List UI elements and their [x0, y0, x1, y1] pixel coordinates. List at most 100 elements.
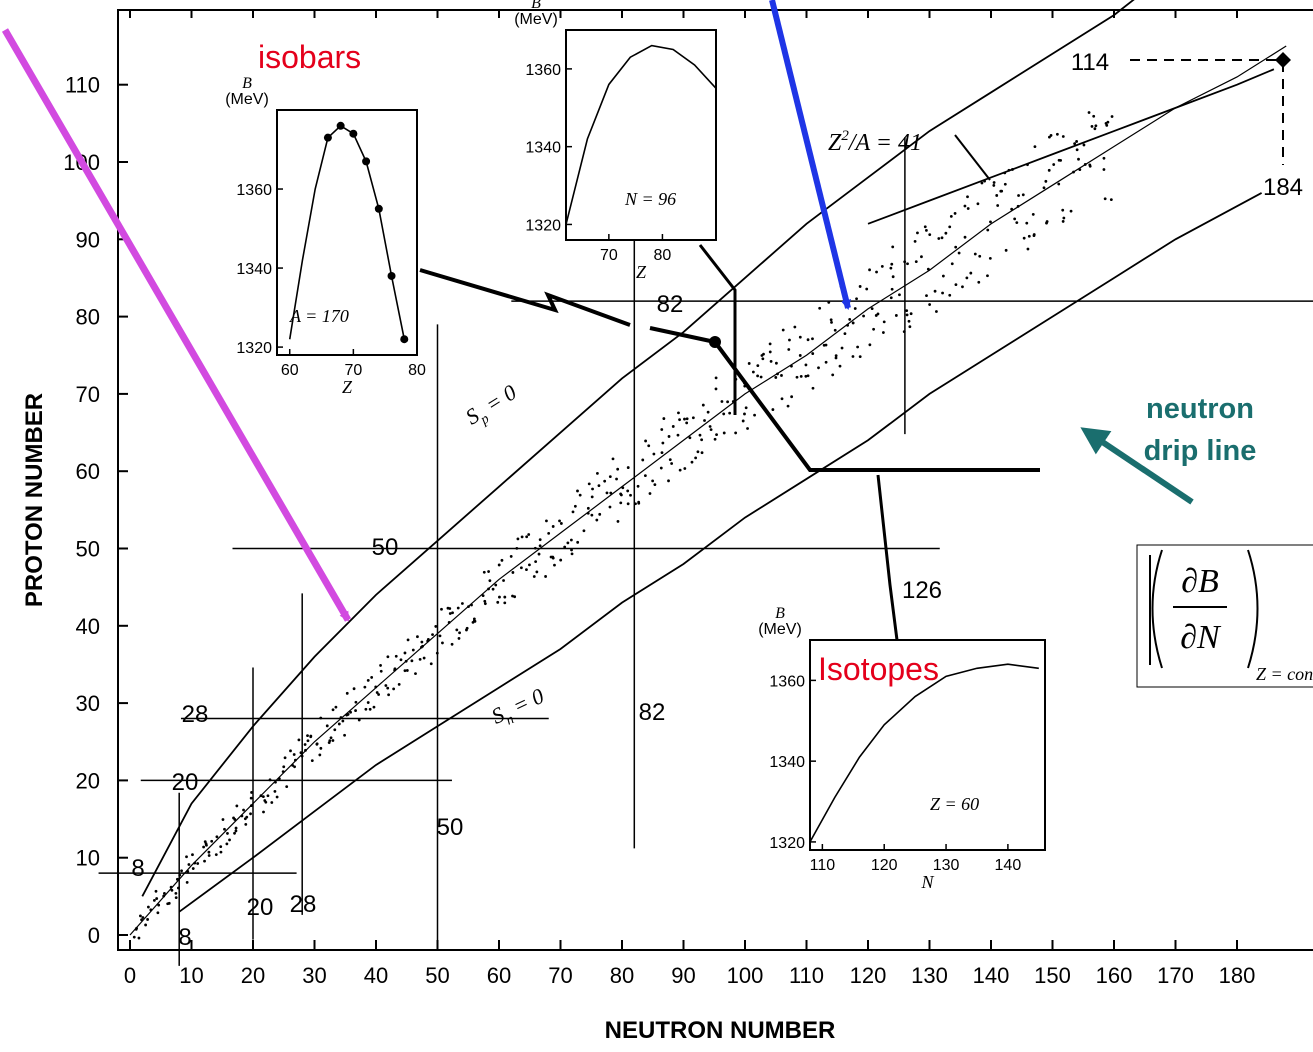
nuclide-point — [898, 293, 901, 297]
nuclide-point — [544, 575, 547, 578]
proton-magic-label: 8 — [131, 855, 144, 882]
inset-x-tick-label: 70 — [600, 247, 618, 264]
nuclide-point — [662, 417, 666, 420]
nuclide-point — [169, 885, 173, 889]
nuclide-point — [503, 601, 507, 605]
nuclide-point — [210, 839, 214, 843]
y-tick-label: 60 — [76, 459, 100, 484]
nuclide-point — [357, 718, 361, 722]
nuclide-point — [448, 612, 452, 615]
nuclide-point — [846, 323, 850, 327]
nuclide-point — [379, 664, 382, 667]
x-tick-label: 10 — [179, 963, 203, 988]
nuclide-point — [228, 838, 231, 842]
y-tick-label: 90 — [76, 227, 100, 252]
nuclide-point — [441, 641, 444, 645]
nuclide-point — [834, 354, 838, 358]
nuclide-point — [933, 289, 937, 293]
nuclide-point — [644, 439, 648, 443]
nuclide-point — [513, 595, 517, 599]
nuclide-point — [300, 754, 304, 758]
nuclide-point — [726, 400, 729, 404]
nuclide-point — [741, 419, 745, 423]
limit-curves — [129, 0, 1287, 936]
nuclide-point — [527, 533, 531, 536]
nuclide-point — [941, 291, 944, 295]
x-tick-label: 150 — [1034, 963, 1071, 988]
nuclide-point — [1102, 168, 1106, 171]
nuclide-point — [140, 918, 143, 922]
x-tick-label: 50 — [425, 963, 449, 988]
nuclide-point — [977, 280, 981, 284]
y-tick-label: 40 — [76, 614, 100, 639]
magenta-arrow — [1, 28, 352, 622]
sn-zero-line — [178, 192, 1263, 913]
nuclide-point — [701, 403, 705, 407]
nuclide-point — [685, 421, 689, 425]
nuclide-point — [481, 594, 485, 598]
nuclide-point — [285, 785, 289, 789]
x-tick-label: 70 — [548, 963, 572, 988]
nuclide-point — [986, 228, 990, 232]
nuclide-point — [833, 328, 837, 332]
nuclide-point — [626, 502, 630, 506]
nuclide-point — [1026, 247, 1030, 251]
nuclide-point — [667, 479, 670, 483]
nuclide-point — [553, 563, 556, 567]
nuclide-point — [995, 194, 999, 197]
inset-x-tick-label: 120 — [871, 857, 898, 874]
nuclide-point — [660, 428, 664, 431]
nuclide-point — [547, 531, 551, 535]
nuclide-point — [303, 743, 307, 746]
x-tick-label: 90 — [671, 963, 695, 988]
y-tick-label: 10 — [76, 846, 100, 871]
inset-y-tick-label: 1340 — [236, 261, 272, 278]
nuclide-point — [377, 693, 381, 696]
nuclide-point — [948, 225, 952, 229]
nuclide-point — [909, 312, 913, 316]
nuclide-point — [403, 669, 407, 673]
nuclide-point — [1083, 163, 1087, 166]
nuclide-point — [426, 639, 430, 643]
nuclide-point — [811, 386, 815, 390]
nuclide-point — [659, 466, 663, 470]
nuclide-point — [244, 822, 248, 826]
nuclide-point — [976, 202, 980, 206]
nuclide-point — [363, 685, 367, 689]
nuclide-point — [944, 231, 948, 235]
nuclide-point — [180, 869, 183, 873]
nuclide-point — [597, 484, 601, 488]
inset-data-point — [323, 133, 332, 142]
x-tick-label: 80 — [610, 963, 634, 988]
nuclide-point — [333, 728, 337, 732]
inset-annotation: Z = 60 — [930, 794, 979, 814]
nuclide-point — [134, 927, 138, 931]
inset-x-tick-label: 110 — [810, 857, 836, 874]
nuclide-point — [1093, 127, 1097, 131]
inset-data-point — [387, 271, 396, 280]
nuclide-point — [914, 260, 918, 264]
nuclide-point — [676, 433, 680, 437]
nuclide-point — [447, 620, 451, 624]
nuclide-point — [498, 595, 501, 599]
nuclide-point — [1106, 120, 1110, 124]
nuclide-point — [571, 510, 575, 514]
isobar-connector-2 — [649, 326, 716, 344]
nuclide-point — [986, 274, 989, 278]
nuclide-point — [234, 829, 238, 833]
nuclide-point — [683, 467, 687, 470]
nuclide-point — [709, 428, 713, 432]
nuclide-point — [304, 748, 307, 752]
nuclide-point — [558, 519, 561, 523]
nuclide-point — [670, 462, 674, 465]
nuclide-point — [334, 705, 338, 709]
nuclide-point — [243, 817, 247, 821]
nuclide-point — [722, 431, 726, 435]
inset-y-tick-label: 1360 — [525, 62, 561, 79]
y-tick-label: 30 — [76, 691, 100, 716]
nuclide-point — [339, 716, 343, 719]
nuclide-point — [354, 709, 357, 712]
nuclide-point — [176, 886, 180, 890]
nuclide-point — [853, 307, 857, 310]
